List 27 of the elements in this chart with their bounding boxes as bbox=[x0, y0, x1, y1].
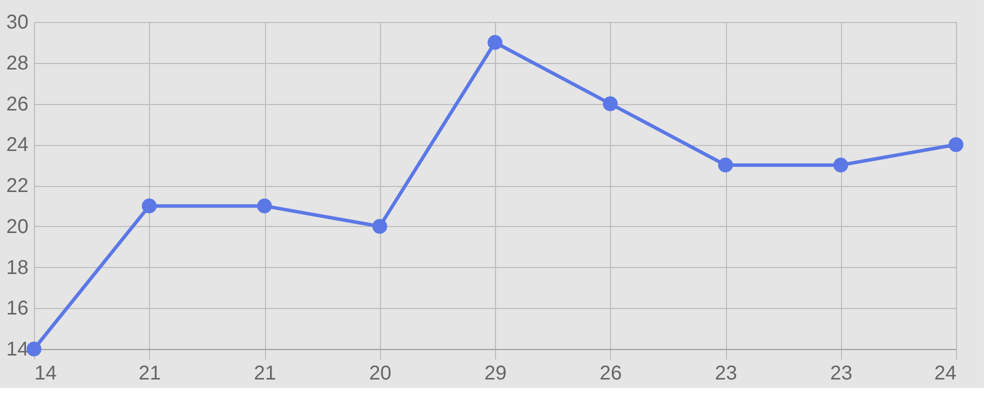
point bbox=[718, 158, 733, 172]
point bbox=[257, 198, 272, 214]
y-tick-label: 14 bbox=[6, 338, 28, 360]
y-tick-label: 16 bbox=[6, 298, 28, 320]
x-tick-label: 26 bbox=[600, 362, 622, 384]
x-tick-label: 29 bbox=[484, 362, 507, 384]
x-tick-label: 21 bbox=[138, 362, 161, 384]
x-tick-label: 20 bbox=[369, 362, 392, 384]
x-tick-label: 24 bbox=[934, 362, 956, 384]
point bbox=[26, 342, 42, 356]
y-tick-label: 20 bbox=[6, 216, 28, 238]
y-tick-label: 28 bbox=[6, 52, 28, 74]
point bbox=[372, 218, 388, 234]
point bbox=[488, 35, 502, 50]
x-tick-label: 23 bbox=[830, 362, 852, 384]
point bbox=[833, 158, 848, 172]
x-tick-label: 23 bbox=[714, 362, 738, 384]
point bbox=[948, 137, 964, 152]
y-tick-label: 30 bbox=[6, 12, 28, 34]
x-tick-label: 14 bbox=[34, 362, 57, 384]
y-tick-label: 24 bbox=[6, 134, 28, 156]
point bbox=[602, 96, 618, 112]
y-tick-label: 22 bbox=[6, 175, 28, 197]
point bbox=[142, 198, 157, 214]
x-tick-label: 21 bbox=[254, 362, 276, 384]
y-tick-label: 18 bbox=[6, 256, 28, 279]
y-tick-label: 26 bbox=[6, 93, 28, 116]
